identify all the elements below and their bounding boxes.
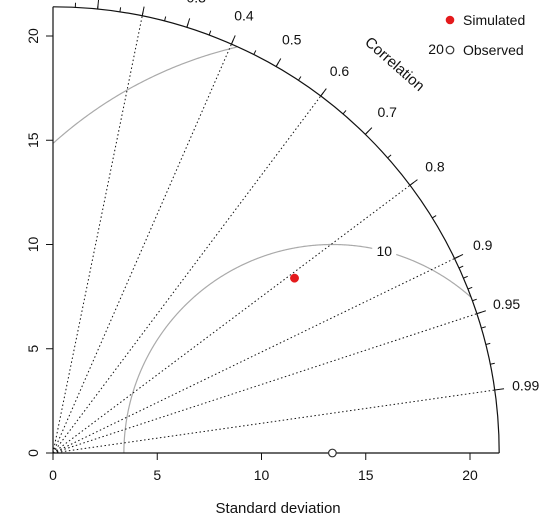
- correlation-tick: [275, 58, 282, 67]
- x-tick-label: 10: [254, 467, 270, 483]
- correlation-minor-tick: [463, 275, 468, 279]
- correlation-minor-tick: [119, 7, 122, 12]
- correlation-tick: [409, 179, 418, 186]
- y-tick-label: 5: [25, 345, 41, 353]
- x-tick-label: 15: [358, 467, 374, 483]
- correlation-tick-label: 0.95: [493, 296, 520, 312]
- correlation-ray: [52, 389, 495, 454]
- correlation-tick: [476, 310, 486, 315]
- rms-contour: [52, 46, 237, 144]
- legend-marker-observed: [445, 45, 455, 55]
- correlation-tick-label: 0.6: [330, 63, 350, 79]
- correlation-rays: [52, 15, 495, 454]
- outer-arc: [52, 6, 500, 454]
- correlation-ray: [52, 43, 232, 454]
- correlation-tick: [186, 18, 191, 28]
- correlation-minor-tick: [342, 110, 347, 115]
- correlation-ray: [52, 184, 411, 454]
- observed-point: [327, 448, 337, 458]
- correlation-tick: [454, 253, 464, 259]
- x-tick-label: 0: [49, 467, 57, 483]
- correlation-tick-label: 0.9: [473, 237, 493, 253]
- correlation-minor-tick: [467, 286, 473, 290]
- y-tick-label: 10: [25, 237, 41, 253]
- x-axis-title: Standard deviation: [216, 500, 341, 517]
- correlation-minor-tick: [490, 362, 495, 365]
- data-points: [290, 273, 337, 458]
- correlation-minor-tick: [472, 298, 477, 302]
- rms-contour: [123, 243, 471, 453]
- axes: 00551010151520200.10.20.30.40.50.60.70.8…: [25, 0, 540, 483]
- correlation-minor-tick: [164, 16, 167, 22]
- rms-label-background: [424, 39, 449, 58]
- rms-contours: 10 20: [52, 39, 471, 453]
- rms-contour-label: 20: [428, 41, 444, 57]
- correlation-minor-tick: [253, 50, 257, 55]
- y-tick-label: 15: [25, 132, 41, 148]
- y-tick-label: 0: [25, 449, 41, 457]
- correlation-ray: [52, 313, 478, 454]
- legend-label-observed: Observed: [463, 42, 524, 58]
- x-tick-label: 20: [462, 467, 478, 483]
- correlation-minor-tick: [297, 76, 302, 81]
- legend: Simulated Observed: [445, 12, 525, 58]
- correlation-minor-tick: [208, 30, 212, 36]
- correlation-tick-label: 0.8: [425, 159, 445, 175]
- correlation-ray: [52, 15, 143, 454]
- simulated-point: [290, 273, 299, 283]
- correlation-ray: [52, 95, 322, 454]
- correlation-tick-label: 0.99: [512, 378, 539, 394]
- y-tick-label: 20: [25, 28, 41, 44]
- correlation-tick: [97, 0, 100, 10]
- correlation-minor-tick: [431, 215, 437, 219]
- correlation-tick-label: 0.4: [234, 7, 254, 23]
- correlation-tick: [494, 388, 505, 391]
- rms-contour-label: 10: [376, 243, 392, 259]
- correlation-minor-tick: [485, 342, 491, 346]
- x-tick-label: 5: [153, 467, 161, 483]
- correlation-ray: [52, 258, 455, 454]
- legend-label-simulated: Simulated: [463, 12, 525, 28]
- correlation-minor-tick: [387, 154, 392, 159]
- correlation-tick: [231, 35, 236, 45]
- correlation-minor-tick: [481, 326, 486, 329]
- correlation-tick: [141, 6, 145, 16]
- legend-marker-simulated: [445, 15, 455, 25]
- correlation-tick: [320, 88, 327, 97]
- correlation-tick-label: 0.5: [282, 32, 302, 48]
- correlation-tick-label: 0.3: [187, 0, 207, 6]
- correlation-axis-title: Correlation: [361, 34, 427, 95]
- correlation-tick-label: 0.7: [377, 104, 397, 120]
- rms-label-background: [372, 241, 397, 260]
- correlation-minor-tick: [458, 265, 464, 269]
- correlation-tick: [364, 127, 373, 135]
